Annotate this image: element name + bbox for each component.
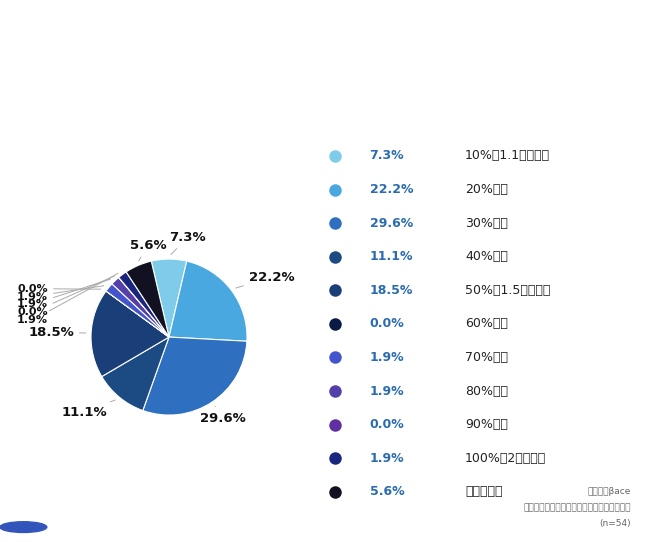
Text: 10%（1.1倍）以下: 10%（1.1倍）以下 bbox=[465, 150, 551, 163]
Text: 株式会社βace: 株式会社βace bbox=[587, 487, 630, 496]
Text: 80%程度: 80%程度 bbox=[465, 384, 508, 397]
Text: 70%程度: 70%程度 bbox=[465, 351, 508, 364]
Wedge shape bbox=[119, 278, 169, 337]
Text: リサピー: リサピー bbox=[49, 521, 79, 533]
Text: 11.1%: 11.1% bbox=[370, 250, 413, 263]
Text: 0.0%: 0.0% bbox=[18, 283, 101, 294]
Wedge shape bbox=[112, 278, 169, 337]
Wedge shape bbox=[91, 291, 169, 377]
Text: 50%（1.5倍）程度: 50%（1.5倍）程度 bbox=[465, 284, 551, 297]
Text: 1.9%: 1.9% bbox=[17, 279, 110, 309]
Text: 11.1%: 11.1% bbox=[61, 400, 115, 418]
Text: 0.0%: 0.0% bbox=[370, 318, 404, 330]
Wedge shape bbox=[143, 337, 247, 415]
Circle shape bbox=[0, 522, 47, 532]
Text: 5.6%: 5.6% bbox=[370, 485, 404, 498]
Text: 1.9%: 1.9% bbox=[370, 384, 404, 397]
Text: 1.9%: 1.9% bbox=[17, 273, 118, 325]
Wedge shape bbox=[126, 261, 169, 337]
Text: 29.6%: 29.6% bbox=[370, 217, 413, 230]
Wedge shape bbox=[102, 337, 169, 410]
Text: 60%程度: 60%程度 bbox=[465, 318, 508, 330]
Wedge shape bbox=[106, 284, 169, 337]
Text: 1.9%: 1.9% bbox=[370, 451, 404, 464]
Text: 18.5%: 18.5% bbox=[28, 326, 86, 339]
Text: 18.5%: 18.5% bbox=[370, 284, 413, 297]
Text: 100%（2倍）以上: 100%（2倍）以上 bbox=[465, 451, 547, 464]
Text: お聴きします。嗜好品にかける金額がどの程度増えたか、: お聴きします。嗜好品にかける金額がどの程度増えたか、 bbox=[101, 57, 318, 72]
Text: おおよその割合で教えてください。: おおよその割合で教えてください。 bbox=[101, 92, 235, 106]
Text: 1.9%: 1.9% bbox=[370, 351, 404, 364]
Wedge shape bbox=[151, 259, 187, 337]
Wedge shape bbox=[106, 291, 169, 337]
Text: 22.2%: 22.2% bbox=[236, 270, 294, 288]
Text: わからない: わからない bbox=[465, 485, 502, 498]
Text: 29.6%: 29.6% bbox=[200, 406, 246, 425]
Text: 22.2%: 22.2% bbox=[370, 183, 413, 196]
Text: コロナ禄における消費者の購購に関する調査: コロナ禄における消費者の購購に関する調査 bbox=[523, 503, 630, 512]
Text: 1.9%: 1.9% bbox=[17, 286, 104, 301]
Wedge shape bbox=[119, 272, 169, 337]
Text: Q2: Q2 bbox=[16, 50, 68, 83]
Text: 5.6%: 5.6% bbox=[129, 239, 166, 261]
Circle shape bbox=[0, 519, 60, 535]
Text: 7.3%: 7.3% bbox=[169, 231, 205, 255]
Text: 30%程度: 30%程度 bbox=[465, 217, 508, 230]
Wedge shape bbox=[169, 261, 247, 341]
Text: Q1で「かなり増えた」「やや増えた」と回答した方に: Q1で「かなり増えた」「やや増えた」と回答した方に bbox=[101, 23, 315, 37]
Text: 0.0%: 0.0% bbox=[370, 418, 404, 431]
Text: (n=54): (n=54) bbox=[599, 519, 630, 528]
Text: 0.0%: 0.0% bbox=[18, 276, 114, 317]
Text: 90%程度: 90%程度 bbox=[465, 418, 508, 431]
Text: 20%程度: 20%程度 bbox=[465, 183, 508, 196]
Text: 40%程度: 40%程度 bbox=[465, 250, 508, 263]
Text: 7.3%: 7.3% bbox=[370, 150, 404, 163]
